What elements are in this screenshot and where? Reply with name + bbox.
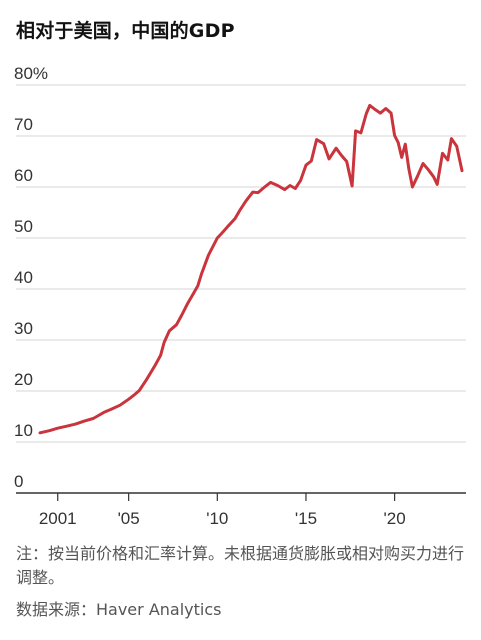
x-tick-label: '20 bbox=[384, 509, 406, 528]
y-axis-ticks: 0 10 20 30 40 50 60 70 80% bbox=[14, 64, 48, 491]
y-tick-label: 40 bbox=[14, 268, 33, 287]
grid-lines bbox=[16, 84, 466, 494]
y-tick-label: 50 bbox=[14, 217, 33, 236]
y-tick-label: 10 bbox=[14, 421, 33, 440]
series-line-china-gdp-ratio bbox=[38, 103, 464, 435]
x-tick-label: '10 bbox=[206, 509, 228, 528]
chart-title: 相对于美国，中国的GDP bbox=[16, 20, 235, 42]
y-tick-label: 30 bbox=[14, 319, 33, 338]
chart-source: 数据来源：Haver Analytics bbox=[16, 600, 222, 619]
chart-note: 注：按当前价格和汇率计算。未根据通货膨胀或相对购买力进行调整。 bbox=[16, 544, 465, 587]
x-tick-label: 2001 bbox=[39, 509, 77, 528]
y-tick-label: 80% bbox=[14, 64, 48, 83]
y-tick-label: 0 bbox=[14, 472, 23, 491]
x-tick-label: '05 bbox=[118, 509, 140, 528]
y-tick-label: 20 bbox=[14, 370, 33, 389]
x-tick-label: '15 bbox=[295, 509, 317, 528]
y-tick-label: 60 bbox=[14, 166, 33, 185]
x-axis-ticks: 2001 '05 '10 '15 '20 bbox=[39, 493, 406, 528]
y-tick-label: 70 bbox=[14, 115, 33, 134]
